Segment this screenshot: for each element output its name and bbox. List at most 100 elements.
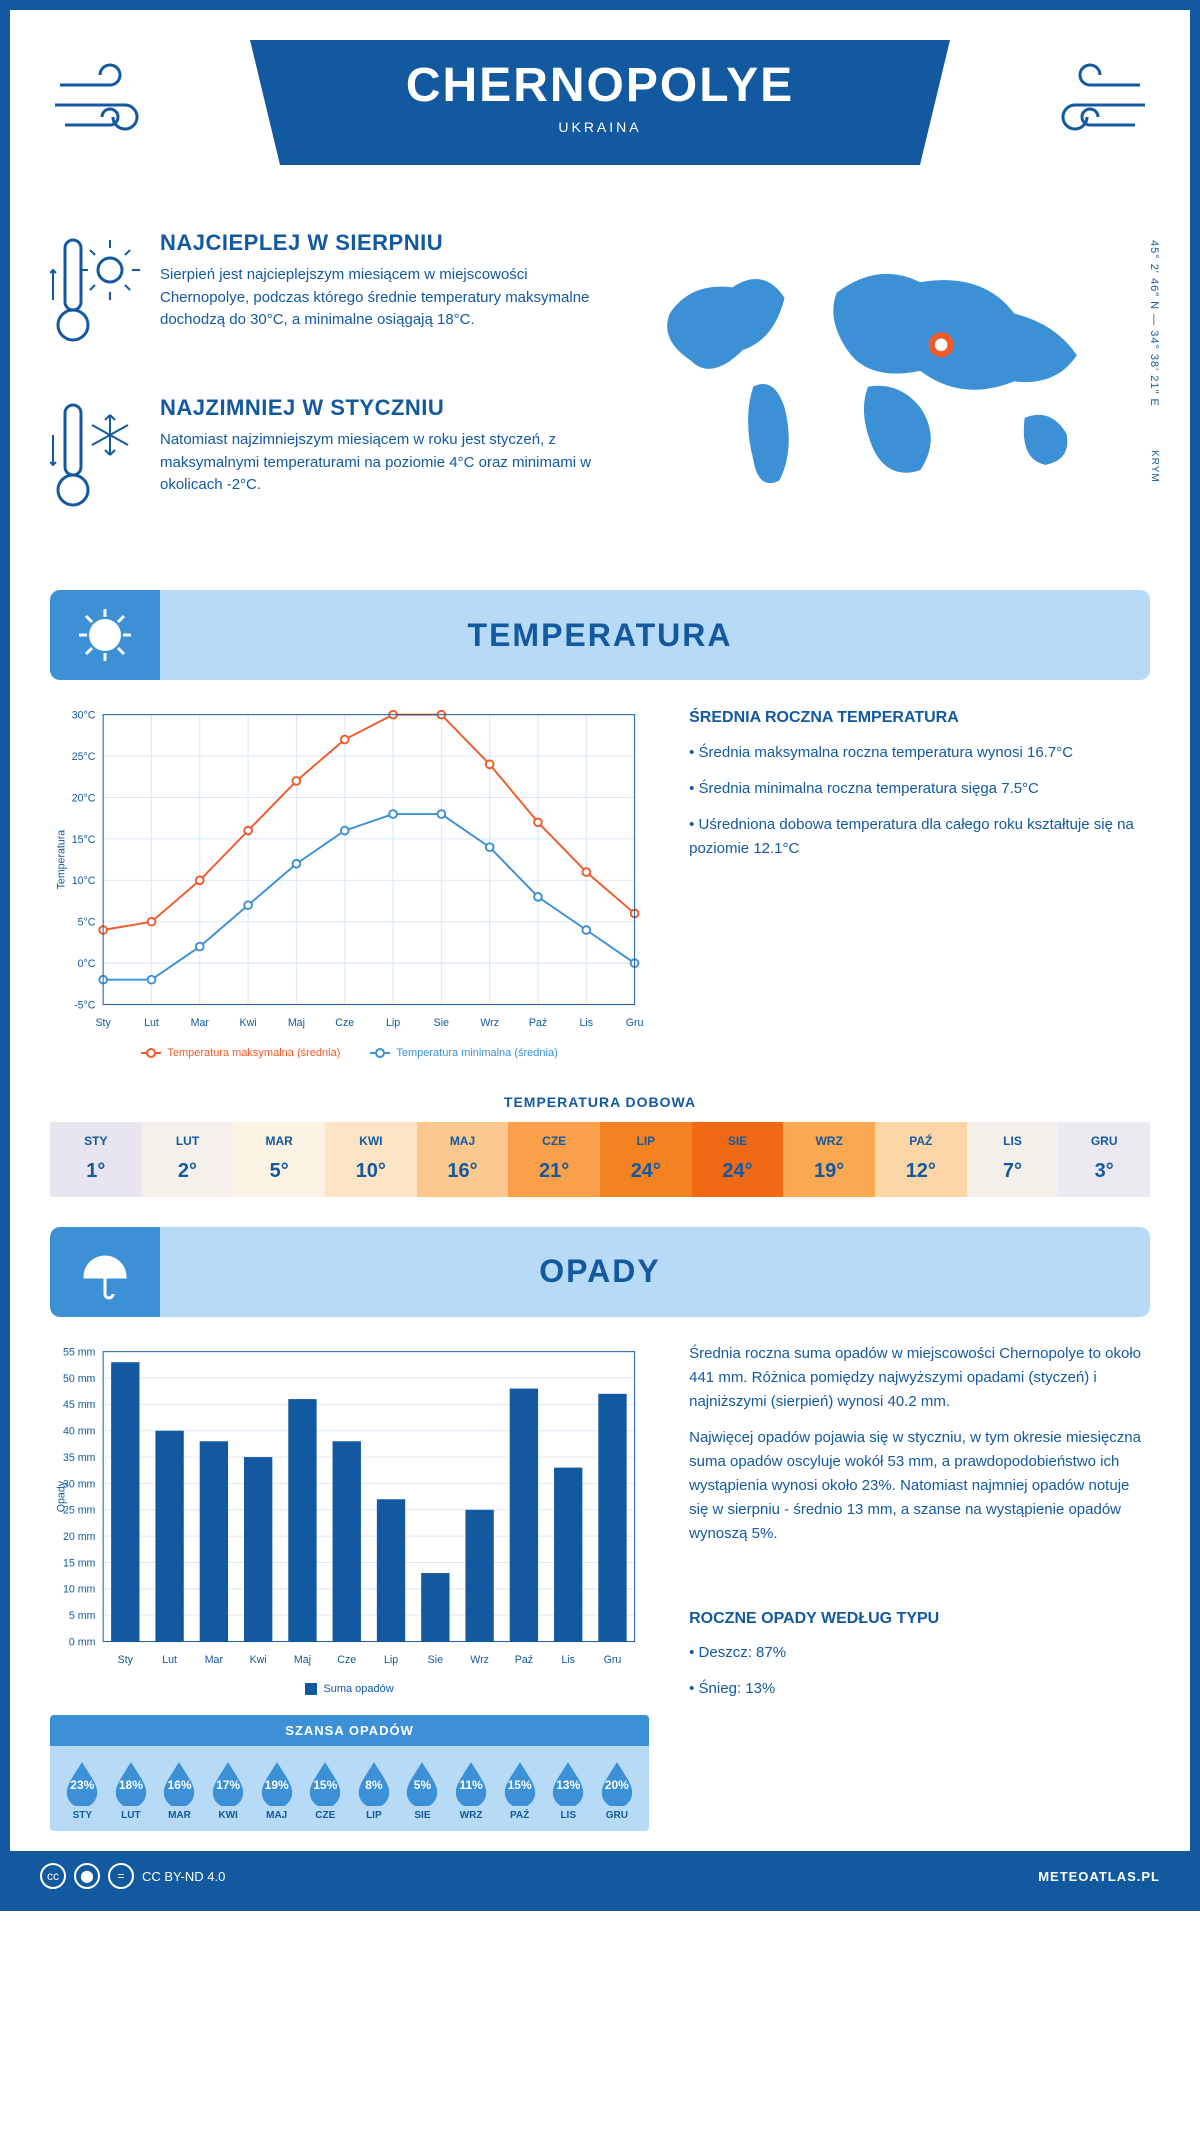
svg-text:45 mm: 45 mm: [63, 1399, 96, 1411]
rain-type-title: ROCZNE OPADY WEDŁUG TYPU: [689, 1606, 1150, 1632]
daily-cell: MAJ16°: [417, 1122, 509, 1197]
legend-max: Temperatura maksymalna (średnia): [167, 1047, 340, 1059]
svg-text:30°C: 30°C: [72, 710, 96, 722]
svg-text:35 mm: 35 mm: [63, 1451, 96, 1463]
svg-text:Maj: Maj: [288, 1017, 305, 1029]
sun-icon: [50, 590, 160, 680]
wind-icon: [1030, 55, 1150, 155]
header: CHERNOPOLYE UKRAINA: [50, 40, 1150, 210]
rain-type-bullet: • Deszcz: 87%: [689, 1641, 1150, 1665]
rain-chance-panel: SZANSA OPADÓW 23%STY18%LUT16%MAR17%KWI19…: [50, 1715, 649, 1831]
svg-text:Lis: Lis: [580, 1017, 594, 1029]
avg-temp-title: ŚREDNIA ROCZNA TEMPERATURA: [689, 705, 1150, 731]
svg-text:Wrz: Wrz: [480, 1017, 499, 1029]
temperature-line-chart: -5°C0°C5°C10°C15°C20°C25°C30°CStyLutMarK…: [50, 705, 649, 1034]
temp-bullet: • Uśredniona dobowa temperatura dla całe…: [689, 813, 1150, 861]
rain-chance-cell: 15%CZE: [303, 1760, 348, 1821]
rain-chance-title: SZANSA OPADÓW: [50, 1715, 649, 1746]
world-map: 45° 2' 46" N — 34° 38' 21" E KRYM: [628, 230, 1150, 560]
license-text: CC BY-ND 4.0: [142, 1869, 225, 1884]
svg-text:25 mm: 25 mm: [63, 1504, 96, 1516]
daily-cell: GRU3°: [1058, 1122, 1150, 1197]
svg-text:10°C: 10°C: [72, 875, 96, 887]
daily-cell: LUT2°: [142, 1122, 234, 1197]
region-label: KRYM: [1149, 450, 1160, 483]
svg-text:Lut: Lut: [162, 1653, 177, 1665]
daily-cell: PAŹ12°: [875, 1122, 967, 1197]
svg-text:Kwi: Kwi: [240, 1017, 257, 1029]
coldest-fact: NAJZIMNIEJ W STYCZNIU Natomiast najzimni…: [50, 395, 598, 530]
svg-text:0 mm: 0 mm: [69, 1636, 96, 1648]
svg-text:5°C: 5°C: [78, 917, 96, 929]
temperature-title: TEMPERATURA: [468, 617, 733, 654]
temp-bullet: • Średnia minimalna roczna temperatura s…: [689, 777, 1150, 801]
svg-text:20°C: 20°C: [72, 792, 96, 804]
svg-text:Mar: Mar: [191, 1017, 210, 1029]
daily-cell: MAR5°: [233, 1122, 325, 1197]
svg-text:50 mm: 50 mm: [63, 1372, 96, 1384]
legend-min: Temperatura minimalna (średnia): [396, 1047, 557, 1059]
svg-text:Lip: Lip: [384, 1653, 398, 1665]
svg-text:-5°C: -5°C: [74, 999, 96, 1011]
city-title: CHERNOPOLYE: [280, 58, 920, 113]
svg-text:Kwi: Kwi: [250, 1653, 267, 1665]
svg-text:Gru: Gru: [604, 1653, 622, 1665]
precipitation-section-head: OPADY: [50, 1227, 1150, 1317]
svg-text:Lip: Lip: [386, 1017, 400, 1029]
site-name: METEOATLAS.PL: [1038, 1869, 1160, 1884]
svg-text:Mar: Mar: [205, 1653, 224, 1665]
svg-text:Wrz: Wrz: [470, 1653, 489, 1665]
coordinates: 45° 2' 46" N — 34° 38' 21" E: [1148, 240, 1160, 407]
rain-text-2: Najwięcej opadów pojawia się w styczniu,…: [689, 1426, 1150, 1546]
rain-type-bullet: • Śnieg: 13%: [689, 1677, 1150, 1701]
wind-icon: [50, 55, 170, 155]
svg-text:Paź: Paź: [515, 1653, 533, 1665]
daily-cell: LIS7°: [967, 1122, 1059, 1197]
by-icon: ⬤: [74, 1863, 100, 1889]
svg-text:Maj: Maj: [294, 1653, 311, 1665]
rain-chance-cell: 17%KWI: [206, 1760, 251, 1821]
svg-text:Lut: Lut: [144, 1017, 159, 1029]
hottest-text: Sierpień jest najcieplejszym miesiącem w…: [160, 264, 598, 332]
svg-text:Cze: Cze: [335, 1017, 354, 1029]
svg-text:55 mm: 55 mm: [63, 1346, 96, 1358]
daily-cell: KWI10°: [325, 1122, 417, 1197]
svg-text:Lis: Lis: [561, 1653, 575, 1665]
cc-icon: cc: [40, 1863, 66, 1889]
svg-text:Sty: Sty: [118, 1653, 134, 1665]
svg-text:10 mm: 10 mm: [63, 1583, 96, 1595]
rain-chance-cell: 19%MAJ: [254, 1760, 299, 1821]
temperature-section-head: TEMPERATURA: [50, 590, 1150, 680]
temp-bullet: • Średnia maksymalna roczna temperatura …: [689, 741, 1150, 765]
rain-chance-cell: 8%LIP: [352, 1760, 397, 1821]
svg-text:15°C: 15°C: [72, 834, 96, 846]
daily-cell: WRZ19°: [783, 1122, 875, 1197]
rain-chance-cell: 5%SIE: [400, 1760, 445, 1821]
footer: cc ⬤ = CC BY-ND 4.0 METEOATLAS.PL: [10, 1851, 1190, 1901]
hottest-title: NAJCIEPLEJ W SIERPNIU: [160, 230, 598, 256]
svg-text:Temperatura: Temperatura: [55, 830, 67, 890]
hottest-fact: NAJCIEPLEJ W SIERPNIU Sierpień jest najc…: [50, 230, 598, 365]
umbrella-icon: [50, 1227, 160, 1317]
rain-text-1: Średnia roczna suma opadów w miejscowośc…: [689, 1342, 1150, 1414]
rain-chance-cell: 18%LUT: [109, 1760, 154, 1821]
rain-chance-cell: 15%PAŹ: [497, 1760, 542, 1821]
coldest-title: NAJZIMNIEJ W STYCZNIU: [160, 395, 598, 421]
precipitation-bar-chart: 0 mm5 mm10 mm15 mm20 mm25 mm30 mm35 mm40…: [50, 1342, 649, 1671]
svg-text:40 mm: 40 mm: [63, 1425, 96, 1437]
svg-text:20 mm: 20 mm: [63, 1531, 96, 1543]
thermometer-sun-icon: [50, 230, 140, 365]
svg-text:30 mm: 30 mm: [63, 1478, 96, 1490]
rain-chance-cell: 23%STY: [60, 1760, 105, 1821]
svg-text:Opady: Opady: [55, 1480, 67, 1512]
title-banner: CHERNOPOLYE UKRAINA: [280, 40, 920, 165]
nd-icon: =: [108, 1863, 134, 1889]
svg-text:15 mm: 15 mm: [63, 1557, 96, 1569]
svg-text:25°C: 25°C: [72, 751, 96, 763]
daily-temp-title: TEMPERATURA DOBOWA: [50, 1094, 1150, 1110]
rain-chance-cell: 20%GRU: [595, 1760, 640, 1821]
thermometer-snow-icon: [50, 395, 140, 530]
svg-text:Cze: Cze: [337, 1653, 356, 1665]
rain-chance-cell: 13%LIS: [546, 1760, 591, 1821]
svg-text:Paź: Paź: [529, 1017, 547, 1029]
